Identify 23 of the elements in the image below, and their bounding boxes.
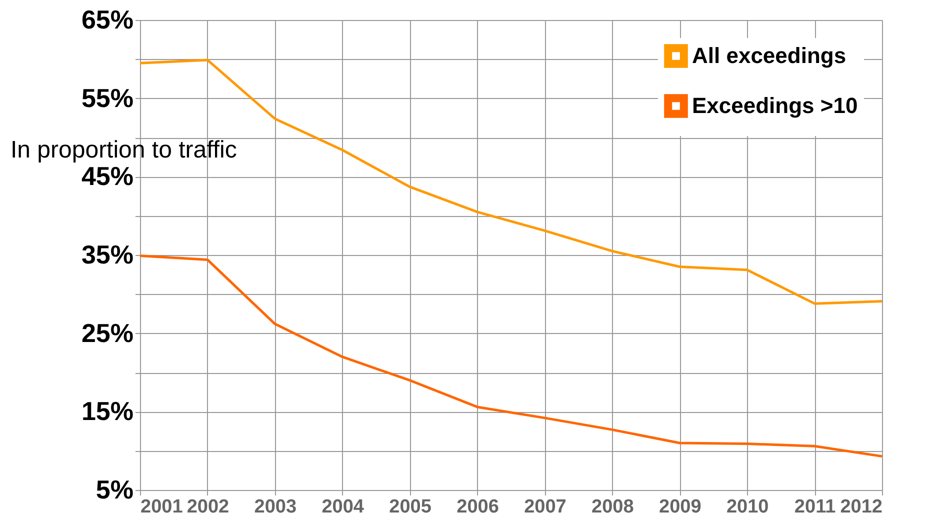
legend-label: All exceedings xyxy=(692,43,846,68)
y-axis-title: In proportion to traffic xyxy=(10,136,237,164)
y-tick-label: 65% xyxy=(81,4,134,34)
y-tick-label: 15% xyxy=(81,396,134,426)
x-tick-label: 2003 xyxy=(254,496,297,518)
line-series xyxy=(138,254,884,458)
y-tick-label: 5% xyxy=(96,474,134,504)
x-tick-label: 2001 xyxy=(140,496,184,518)
x-tick-label: 2011 xyxy=(794,496,836,518)
x-tick-label: 2002 xyxy=(186,496,230,518)
x-tick-label: 2012 xyxy=(840,496,882,518)
y-tick-label: 55% xyxy=(81,82,134,113)
x-tick-label: 2004 xyxy=(322,496,364,518)
x-tick-label: 2007 xyxy=(524,496,566,518)
x-tick-label: 2009 xyxy=(658,496,702,518)
y-tick-label: 35% xyxy=(81,240,134,270)
x-tick-label: 2006 xyxy=(456,496,499,518)
x-tick-label: 2008 xyxy=(592,496,634,518)
y-tick-label: 25% xyxy=(81,318,134,348)
x-tick-label: 2005 xyxy=(389,496,432,518)
x-tick-label: 2010 xyxy=(726,496,769,518)
y-tick-label: 45% xyxy=(81,161,134,192)
legend-label: Exceedings >10 xyxy=(692,93,858,118)
